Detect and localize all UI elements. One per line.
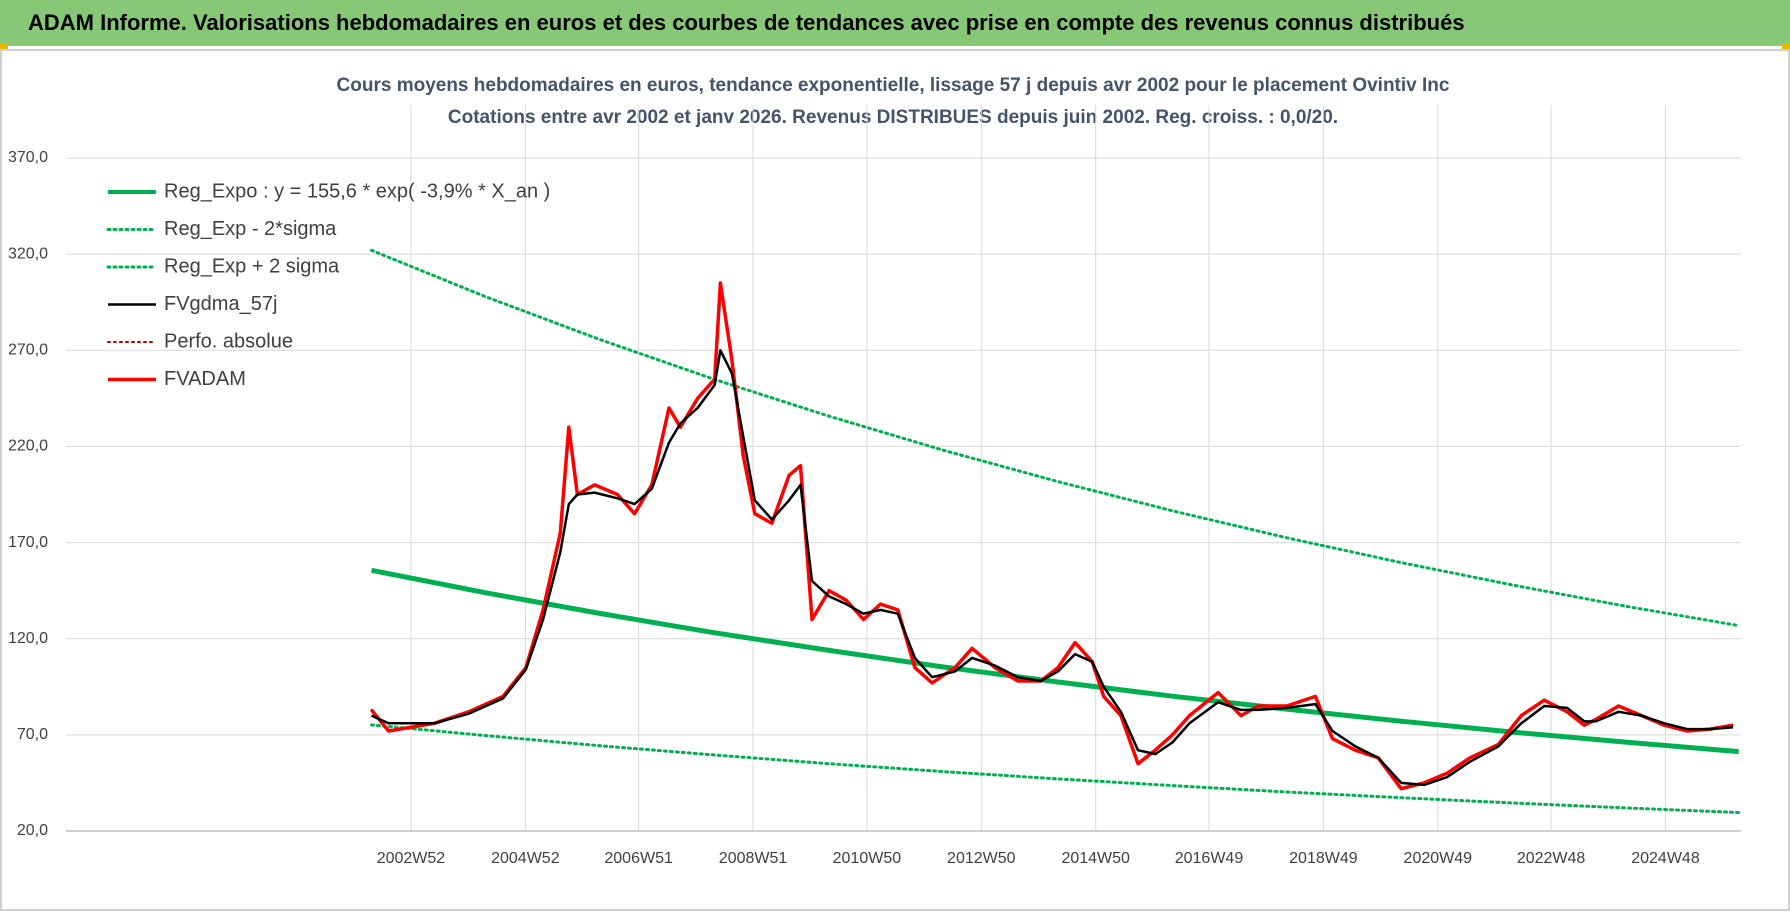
legend-label: Reg_Expo : y = 155,6 * exp( -3,9% * X_an… — [164, 180, 550, 202]
x-tick-label: 2012W50 — [947, 850, 1016, 867]
chart-frame — [0, 49, 1790, 911]
legend-label: FVADAM — [164, 368, 246, 390]
series-line — [371, 567, 1739, 755]
x-tick-label: 2002W52 — [377, 850, 446, 867]
y-tick-label: 270,0 — [8, 342, 48, 359]
y-tick-label: 70,0 — [17, 726, 48, 743]
x-tick-label: 2018W49 — [1289, 850, 1358, 867]
y-tick-label: 170,0 — [8, 534, 48, 551]
corner — [1782, 44, 1790, 49]
x-tick-label: 2016W49 — [1175, 850, 1244, 867]
x-tick-label: 2004W52 — [491, 850, 560, 867]
x-tick-label: 2008W51 — [719, 850, 788, 867]
x-tick-label: 2014W50 — [1061, 850, 1130, 867]
y-tick-label: 20,0 — [17, 822, 48, 839]
legend-label: Perfo. absolue — [164, 330, 293, 352]
series-line — [370, 723, 1741, 814]
banner-title: ADAM Informe. Valorisations hebdomadaire… — [28, 10, 1465, 35]
y-tick-label: 120,0 — [8, 630, 48, 647]
banner-bar — [0, 0, 1790, 46]
y-tick-label: 220,0 — [8, 438, 48, 455]
series-line — [370, 248, 1741, 628]
legend-label: Reg_Exp - 2*sigma — [164, 218, 337, 240]
x-tick-label: 2024W48 — [1631, 850, 1700, 867]
y-tick-label: 370,0 — [8, 149, 48, 166]
x-tick-label: 2010W50 — [833, 850, 902, 867]
x-tick-label: 2022W48 — [1517, 850, 1586, 867]
x-tick-label: 2020W49 — [1404, 850, 1473, 867]
chart-title: Cours moyens hebdomadaires en euros, ten… — [337, 75, 1450, 96]
series-line — [370, 349, 1734, 787]
series-line — [370, 282, 1734, 790]
chart-subtitle: Cotations entre avr 2002 et janv 2026. R… — [448, 107, 1338, 128]
y-tick-label: 320,0 — [8, 245, 48, 262]
x-tick-label: 2006W51 — [604, 850, 673, 867]
corner — [0, 44, 8, 49]
series-line — [370, 281, 1734, 791]
legend-label: Reg_Exp + 2 sigma — [164, 255, 340, 277]
legend-label: FVgdma_57j — [164, 293, 277, 315]
